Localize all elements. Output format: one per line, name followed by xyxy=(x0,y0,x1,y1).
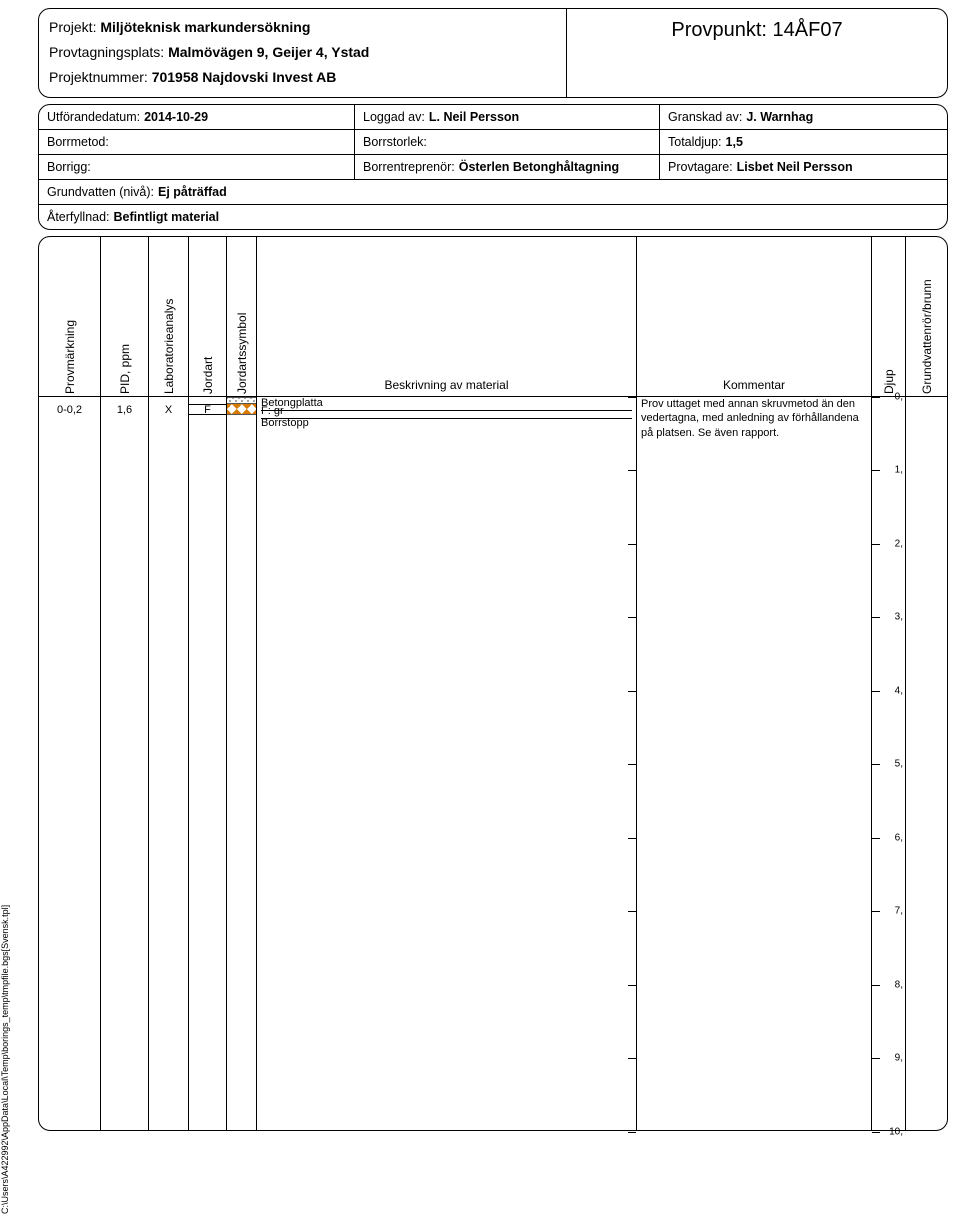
col-symbol: Jordartssymbol xyxy=(227,237,257,1130)
beskrivning-text: Borrstopp xyxy=(261,417,632,430)
depth-tick xyxy=(872,1132,880,1133)
depth-label: 9, xyxy=(895,1053,903,1064)
totaldjup-value: 1,5 xyxy=(726,135,743,149)
depth-label: 3, xyxy=(895,612,903,623)
aterfyllnad-label: Återfyllnad: xyxy=(47,210,110,224)
header-right: Provpunkt: 14ÅF07 xyxy=(567,9,947,97)
hdr-symbol: Jordartssymbol xyxy=(235,312,249,395)
hdr-pid: PID, ppm xyxy=(118,344,132,396)
grundvatten-label: Grundvatten (nivå): xyxy=(47,185,154,199)
depth-tick xyxy=(628,1058,636,1059)
depth-tick xyxy=(628,617,636,618)
projekt-label: Projekt: xyxy=(49,19,96,35)
datum-label: Utförandedatum: xyxy=(47,110,140,124)
header-box: Projekt: Miljöteknisk markundersökning P… xyxy=(38,8,948,98)
hdr-beskrivning: Beskrivning av material xyxy=(257,378,636,392)
hdr-jordart: Jordart xyxy=(201,356,215,395)
depth-tick xyxy=(628,985,636,986)
depth-tick xyxy=(628,544,636,545)
depth-label: 4, xyxy=(895,685,903,696)
prov-value: 0-0,2 xyxy=(39,404,100,416)
col-pid: PID, ppm 1,6 xyxy=(101,237,149,1130)
depth-tick xyxy=(872,1058,880,1059)
borrigg-label: Borrigg: xyxy=(47,160,91,174)
col-beskrivning: Beskrivning av material BetongplattaF: g… xyxy=(257,237,637,1130)
col-lab: Laboratorieanalys X xyxy=(149,237,189,1130)
depth-tick xyxy=(872,544,880,545)
totaldjup-label: Totaldjup: xyxy=(668,135,722,149)
meta-box: Utförandedatum: 2014-10-29 Loggad av: L. N… xyxy=(38,104,948,230)
granskad-label: Granskad av: xyxy=(668,110,742,124)
grundvatten-value: Ej påträffad xyxy=(158,185,227,199)
jordart-value: F xyxy=(189,404,226,415)
hdr-lab: Laboratorieanalys xyxy=(162,298,176,395)
depth-label: 2, xyxy=(895,538,903,549)
nummer-value: 701958 Najdovski Invest AB xyxy=(152,69,337,85)
hdr-djup: Djup xyxy=(882,369,896,396)
depth-tick xyxy=(628,691,636,692)
col-grundvatten: Grundvattenrör/brunn xyxy=(906,237,947,1130)
granskad-value: J. Warnhag xyxy=(746,110,813,124)
hdr-provmarkning: Provmärkning xyxy=(63,320,77,396)
provtagare-value: Lisbet Neil Persson xyxy=(737,160,853,174)
depth-tick xyxy=(872,617,880,618)
entreprenor-value: Österlen Betonghåltagning xyxy=(459,160,619,174)
col-djup: Djup 0,1,2,3,4,5,6,7,8,9,10, xyxy=(872,237,906,1130)
plats-label: Provtagningsplats: xyxy=(49,44,164,60)
kommentar-text: Prov uttaget med annan skruvmetod än den… xyxy=(641,397,867,442)
symbol-concrete xyxy=(227,397,256,404)
pid-value: 1,6 xyxy=(101,404,148,416)
footer-filepath: C:\Users\A422992\AppData\Local\Temp\bori… xyxy=(0,905,10,1214)
aterfyllnad-value: Befintligt material xyxy=(114,210,220,224)
depth-tick xyxy=(628,470,636,471)
col-kommentar: Kommentar Prov uttaget med annan skruvme… xyxy=(637,237,872,1130)
entreprenor-label: Borrentreprenör: xyxy=(363,160,455,174)
depth-label: 6, xyxy=(895,832,903,843)
depth-label: 8, xyxy=(895,979,903,990)
depth-label: 0, xyxy=(895,391,903,402)
loggad-value: L. Neil Persson xyxy=(429,110,519,124)
depth-label: 5, xyxy=(895,759,903,770)
lab-value: X xyxy=(149,404,188,416)
depth-tick xyxy=(872,691,880,692)
loggad-label: Loggad av: xyxy=(363,110,425,124)
depth-tick xyxy=(872,911,880,912)
depth-label: 7, xyxy=(895,906,903,917)
depth-label: 1, xyxy=(895,465,903,476)
symbol-fill xyxy=(227,404,256,415)
datum-value: 2014-10-29 xyxy=(144,110,208,124)
borrstorlek-label: Borrstorlek: xyxy=(363,135,427,149)
depth-tick xyxy=(872,397,880,398)
depth-label: 10, xyxy=(889,1126,903,1137)
plats-value: Malmövägen 9, Geijer 4, Ystad xyxy=(168,44,369,60)
depth-tick xyxy=(872,470,880,471)
depth-tick xyxy=(628,838,636,839)
depth-tick xyxy=(628,911,636,912)
projekt-value: Miljöteknisk markundersökning xyxy=(100,19,310,35)
hdr-kommentar: Kommentar xyxy=(637,378,871,392)
depth-tick xyxy=(628,1132,636,1133)
provpunkt-value: 14ÅF07 xyxy=(773,19,843,42)
provpunkt-label: Provpunkt: xyxy=(671,19,767,42)
header-left: Projekt: Miljöteknisk markundersökning P… xyxy=(39,9,567,97)
hdr-grundvatten: Grundvattenrör/brunn xyxy=(920,279,934,396)
depth-tick xyxy=(872,985,880,986)
nummer-label: Projektnummer: xyxy=(49,69,148,85)
borrmetod-label: Borrmetod: xyxy=(47,135,109,149)
depth-tick xyxy=(628,764,636,765)
col-provmarkning: Provmärkning 0-0,2 xyxy=(39,237,101,1130)
log-box: Provmärkning 0-0,2 PID, ppm 1,6 Laborato… xyxy=(38,236,948,1131)
depth-tick xyxy=(872,764,880,765)
col-jordart: Jordart F xyxy=(189,237,227,1130)
depth-tick xyxy=(872,838,880,839)
provtagare-label: Provtagare: xyxy=(668,160,733,174)
